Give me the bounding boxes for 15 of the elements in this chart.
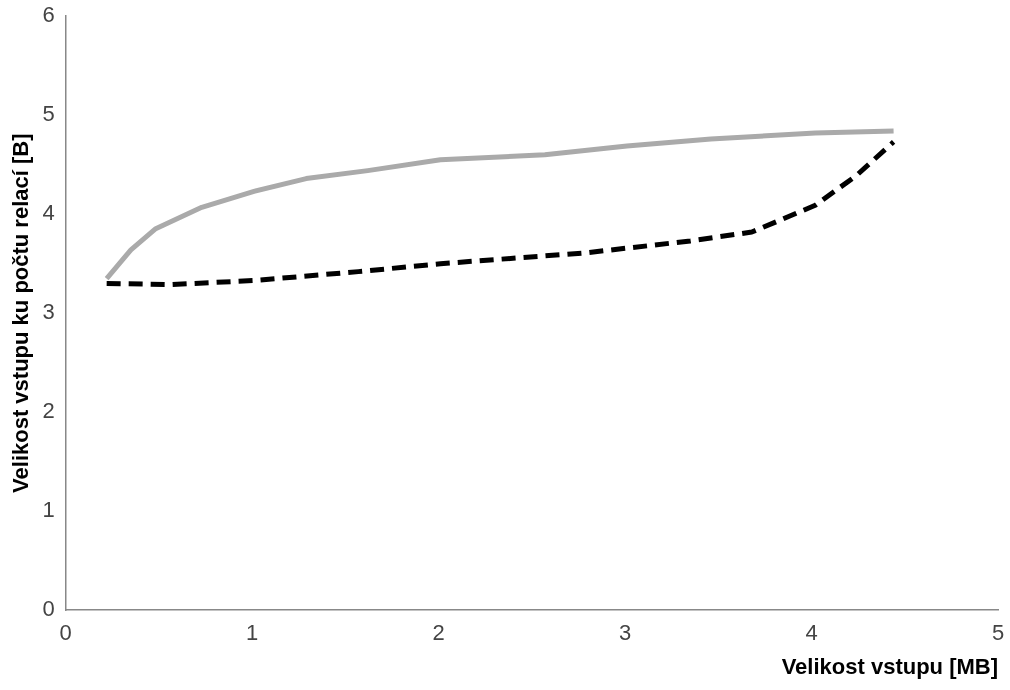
y-tick-label: 3 [42,299,55,325]
y-tick-label: 6 [42,2,55,28]
x-tick-label: 5 [991,620,1005,646]
x-tick-label: 2 [432,620,445,646]
y-tick-label: 4 [42,200,55,226]
x-axis-title: Velikost vstupu [MB] [781,653,998,679]
y-tick-label: 0 [42,596,55,622]
y-tick-label: 2 [42,398,55,424]
x-tick-label: 4 [805,620,818,646]
y-tick-label: 5 [42,101,55,127]
y-axis-title: Velikost vstupu ku počtu relací [B] [8,133,34,493]
y-tick-label: 1 [42,497,55,523]
x-tick-label: 1 [245,620,259,646]
x-tick-label: 3 [618,620,632,646]
x-tick-label: 0 [59,620,72,646]
